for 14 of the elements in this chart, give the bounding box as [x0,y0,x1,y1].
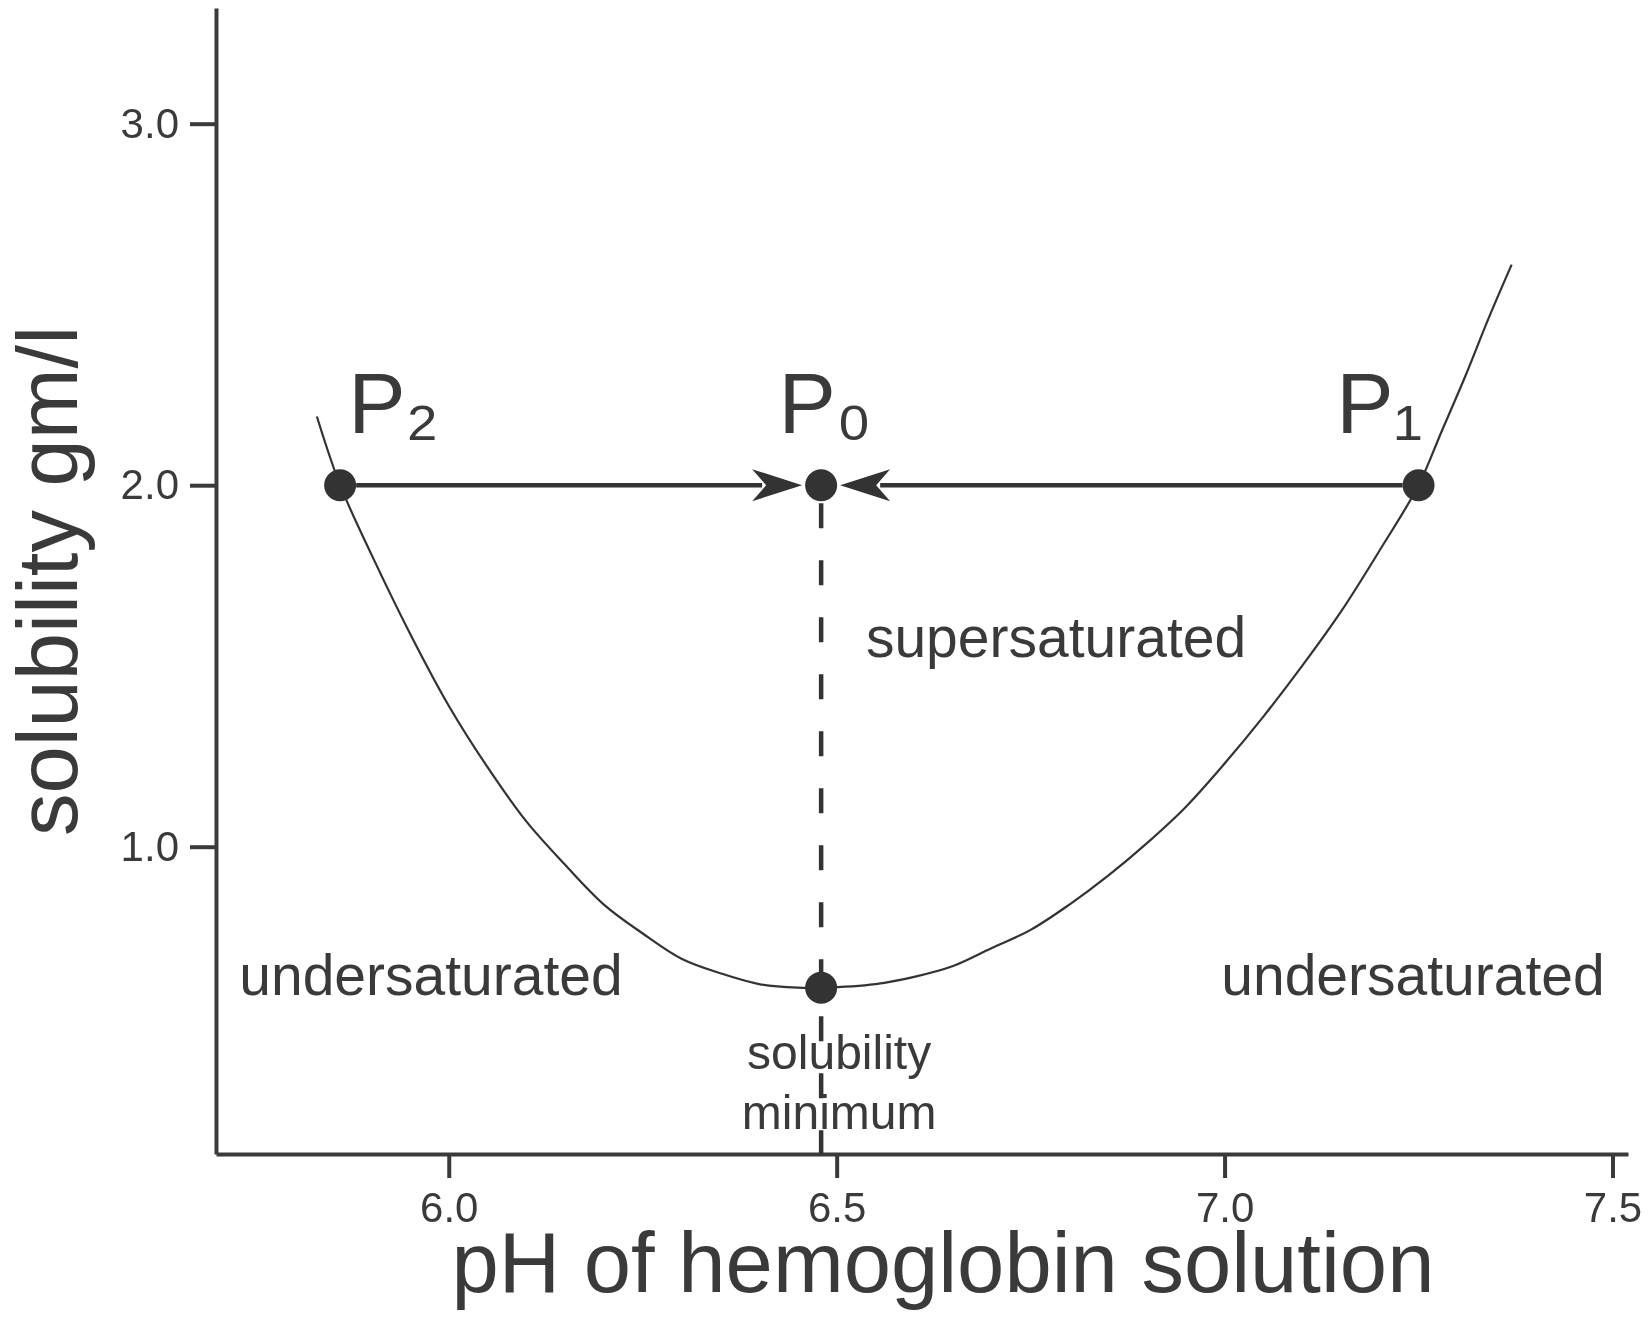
y-axis-title: solubility gm/l [0,325,95,837]
x-tick-label: 6.5 [807,1183,867,1231]
annotation: P₁ [1336,355,1423,452]
annotation: undersaturated [1221,943,1605,1007]
x-tick-label: 7.0 [1195,1183,1255,1231]
x-tick-label: 7.5 [1583,1183,1643,1231]
annotation: P₀ [778,355,872,452]
annotation: P₂ [348,355,439,452]
annotation: supersaturated [865,605,1247,669]
y-tick-label: 3.0 [120,99,179,147]
y-tick-label: 2.0 [120,461,179,509]
annotation: solubility minimum [741,1025,937,1139]
annotation: undersaturated [239,943,623,1007]
y-tick-label: 1.0 [120,822,179,870]
